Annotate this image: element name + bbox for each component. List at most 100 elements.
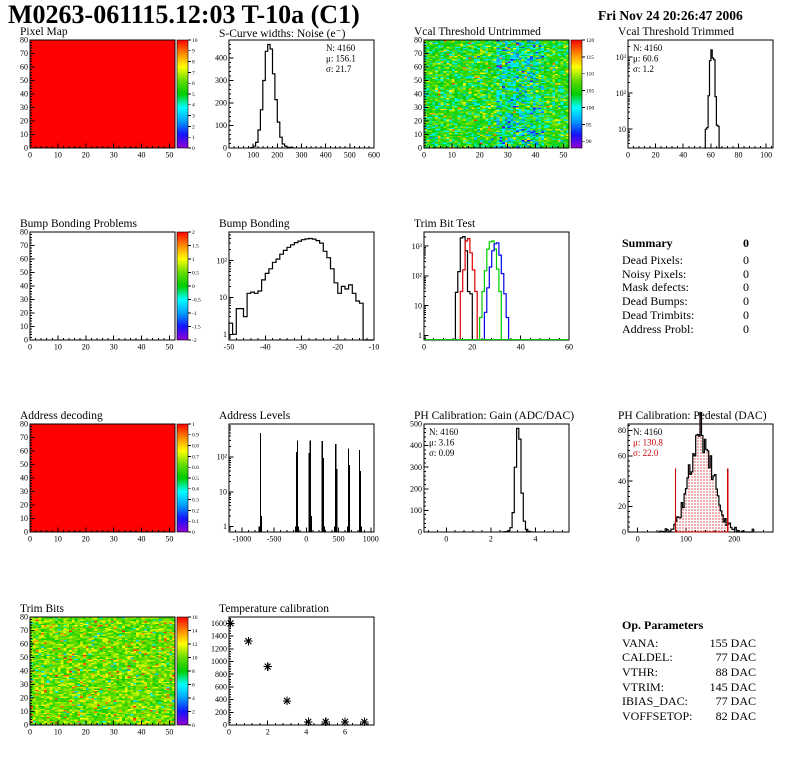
tick-label: 0 [28, 343, 32, 352]
tick-label: -40 [260, 343, 271, 352]
summary-row-label: Dead Bumps: [622, 294, 688, 309]
tick-label: 40 [138, 151, 146, 160]
panel-trim-bit-test: Trim Bit Test 0 20 40 60 1 10 10² 10³ [400, 218, 602, 370]
tick-label: 50 [20, 653, 28, 662]
colorbar-label: 10 [192, 38, 198, 44]
tick-label: 0 [418, 528, 422, 537]
summary-row-value: 0 [743, 252, 749, 267]
tick-label: 10 [54, 151, 62, 160]
tick-label: 30 [110, 535, 118, 544]
chart-title: Address decoding [20, 410, 103, 422]
panel-bump-bonding-problems: Bump Bonding Problems 0 10 20 30 40 50 0 10 20 30… [6, 218, 208, 370]
tick-label: 600 [215, 683, 227, 692]
tick-label: 1400 [211, 632, 227, 641]
tick-label: 70 [20, 433, 28, 442]
op-parameter-row: IBIAS_DAC: 77 DAC [622, 694, 756, 709]
colorbar [176, 423, 189, 533]
star-marker [245, 637, 252, 645]
address-decoding-heatmap [30, 424, 175, 532]
tick-label: 0 [444, 535, 448, 544]
histogram-line [454, 236, 473, 340]
summary-row: Dead Pixels: 0 [622, 252, 749, 268]
vcal-untrimmed-chart: 0 10 20 30 40 50 0 10 20 30 40 50 60 70 80 120 115 110 105… [414, 36, 595, 160]
op-param-label: VANA: [622, 635, 659, 650]
colorbar-label: 0.8 [192, 444, 199, 450]
tick-label: 0 [227, 728, 231, 737]
tick-label: 10 [20, 514, 28, 523]
address-levels-chart: -1000 -500 0 500 1000 1 10 10² [217, 423, 379, 544]
pixel-map-heatmap [30, 40, 175, 148]
stats-line: N: 4160 [429, 427, 459, 437]
plot-frame [228, 616, 375, 726]
star-marker [227, 620, 234, 627]
summary-row-value: 0 [743, 307, 749, 322]
stats-line: σ: 1.2 [633, 64, 654, 74]
op-param-label: VTHR: [622, 664, 658, 679]
tick-label: 200 [410, 484, 422, 493]
stats-line: μ: 60.6 [633, 54, 659, 64]
op-parameters-header: Op. Parameters [622, 618, 756, 633]
tick-label: -1000 [233, 535, 252, 544]
tick-label: 80 [20, 420, 28, 429]
tick-label: 1000 [363, 535, 379, 544]
op-param-value: 155 DAC [709, 635, 756, 650]
tick-label: 400 [320, 151, 332, 160]
op-parameter-row: VOFFSETOP: 82 DAC [622, 709, 756, 724]
tick-label: 0 [24, 528, 28, 537]
tick-label: 50 [20, 460, 28, 469]
tick-label: -10 [369, 343, 380, 352]
tick-label: 10² [412, 272, 423, 281]
star-marker [264, 663, 271, 670]
tick-label: 1 [418, 331, 422, 340]
tick-label: -20 [332, 343, 343, 352]
tick-label: 80 [414, 36, 422, 45]
tick-label: 100 [410, 506, 422, 515]
bump-problems-heatmap [30, 232, 175, 340]
tick-label: -30 [296, 343, 307, 352]
summary-block: Summary 0 Dead Pixels: 0 Noisy Pixels: 0 M… [622, 236, 749, 337]
tick-label: 40 [138, 343, 146, 352]
chart-title: Bump Bonding Problems [20, 218, 137, 230]
summary-row-value: 0 [743, 321, 749, 336]
chart-title: Trim Bits [20, 603, 65, 615]
plot-frame [29, 616, 176, 726]
chart-title: Bump Bonding [219, 218, 290, 230]
panel-temperature-calibration: Temperature calibration 0 2 4 6 0 200 400 600 80… [205, 603, 407, 755]
op-param-value: 88 DAC [715, 664, 756, 679]
page-title: M0263-061115.12:03 T-10a (C1) [8, 0, 360, 29]
tick-label: 30 [414, 103, 422, 112]
stats-line: μ: 3.16 [429, 438, 455, 448]
tick-label: 40 [618, 477, 626, 486]
panel-ph-gain: PH Calibration: Gain (ADC/DAC) 0 2 4 0 100 20… [400, 410, 602, 562]
colorbar-label: 9 [192, 49, 195, 55]
op-parameter-row: CALDEL: 77 DAC [622, 650, 756, 665]
stats-line: N: 4160 [633, 43, 663, 53]
summary-row: Address Probl: 0 [622, 321, 749, 337]
tick-label: 40 [679, 151, 687, 160]
tick-label: 20 [618, 502, 626, 511]
colorbar-label: 0.6 [192, 465, 199, 471]
colorbar-label: 10 [192, 655, 198, 661]
tick-label: 0 [223, 144, 227, 153]
tick-label: 10² [217, 453, 228, 462]
tick-label: 60 [618, 451, 626, 460]
tick-label: 80 [20, 228, 28, 237]
tick-label: 0 [28, 151, 32, 160]
tick-label: 70 [20, 49, 28, 58]
tick-label: 0 [422, 151, 426, 160]
tick-label: 50 [165, 535, 173, 544]
colorbar-label: 2 [192, 230, 195, 236]
tick-label: 40 [138, 535, 146, 544]
panel-scurve-noise: S-Curve widths: Noise (e⁻) 0 100 200 300 400… [205, 26, 407, 178]
colorbar-label: 16 [192, 615, 198, 621]
tick-label: 400 [215, 54, 227, 63]
panel-vcal-untrimmed: Vcal Threshold Untrimmed 0 10 20 30 40 50 0 10 2… [400, 26, 602, 178]
summary-row: Dead Trimbits: 0 [622, 307, 749, 323]
tick-label: 30 [110, 151, 118, 160]
tick-label: 10³ [412, 242, 423, 251]
tick-label: 10 [219, 293, 227, 302]
tick-label: 10 [414, 301, 422, 310]
chart-title: S-Curve widths: Noise (e⁻) [219, 28, 346, 40]
